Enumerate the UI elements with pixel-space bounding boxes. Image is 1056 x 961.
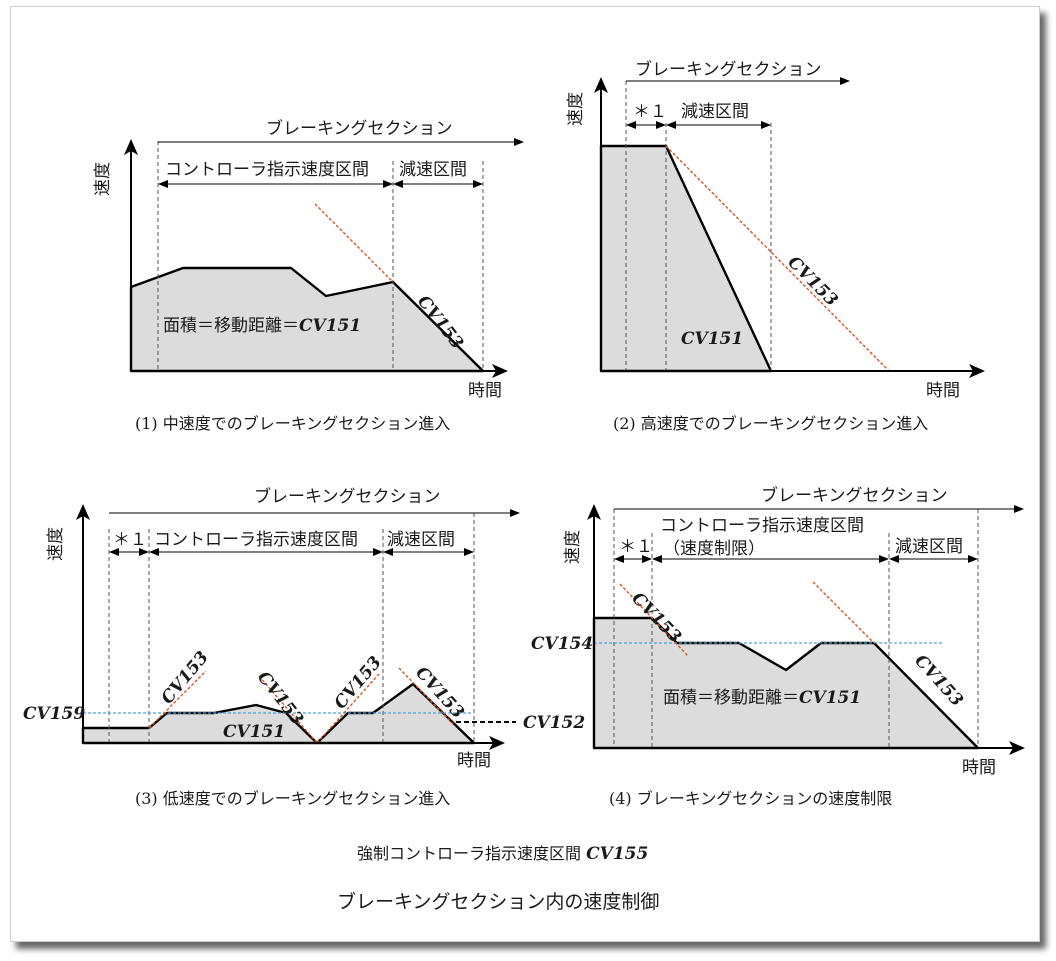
panel4-area-label: 面積＝移動距離＝CV151 [663,688,861,708]
panel4-speed-limit-label: （速度制限） [663,539,765,559]
panel3-star-label: ＊１ [113,530,147,550]
panel-3: 速度 時間 ブレーキングセクション ＊１ コントローラ指示速度区間 減速区間 C… [23,486,585,808]
panel1-x-label: 時間 [468,381,502,401]
panel1-braking-label: ブレーキングセクション [266,118,453,139]
panel3-cv151-label: CV151 [223,722,285,742]
panel4-y-label: 速度 [563,530,583,564]
panel3-braking-label: ブレーキングセクション [254,486,441,507]
panel2-y-label: 速度 [566,92,586,126]
panel3-cv159-label: CV159 [23,704,85,724]
panel3-cv153-label-c: CV153 [331,653,386,714]
panel1-decel-label: 減速区間 [399,160,467,180]
panel-4: 速度 時間 ブレーキングセクション ＊１ コントローラ指示速度区間 （速度制限）… [531,485,1025,808]
panel1-y-label: 速度 [93,162,113,196]
panel3-cv152-label: CV152 [523,713,585,733]
panel2-x-label: 時間 [926,381,960,401]
panel3-decel-label: 減速区間 [387,530,455,550]
panel3-caption: (3) 低速度でのブレーキングセクション進入 [135,789,450,808]
panel3-controller-label: コントローラ指示速度区間 [154,530,358,550]
panel2-star-label: ＊１ [633,102,667,122]
panel3-y-label: 速度 [46,527,66,561]
panel-2: 速度 時間 ブレーキングセクション ＊１ 減速区間 CV151 CV153 (2… [566,59,985,433]
figure-title: ブレーキングセクション内の速度制御 [337,890,659,913]
panel3-x-label: 時間 [457,751,491,771]
panel1-caption: (1) 中速度でのブレーキングセクション進入 [135,414,450,433]
panel3-cv153-label-a: CV153 [158,648,213,709]
panel1-speed-profile [129,266,485,373]
panel1-cv153-extension [314,203,394,283]
panel4-star-label: ＊１ [619,537,653,557]
panel4-braking-label: ブレーキングセクション [761,485,948,506]
panel4-decel-label: 減速区間 [895,537,963,557]
panel4-speed-profile [592,616,980,750]
panel2-cv151-label: CV151 [681,329,743,349]
speed-control-diagram: 速度 時間 ブレーキングセクション コントローラ指示速度区間 減速区間 面積＝移… [23,59,1025,913]
panel2-decel-label: 減速区間 [681,102,749,122]
panel-1: 速度 時間 ブレーキングセクション コントローラ指示速度区間 減速区間 面積＝移… [93,118,524,433]
panel2-braking-label: ブレーキングセクション [635,59,822,80]
panel2-cv153-line [665,145,890,372]
panel4-cv154-label: CV154 [531,634,593,654]
footnote: 強制コントローラ指示速度区間 CV155 [357,844,648,864]
panel1-area-label: 面積＝移動距離＝CV151 [163,316,361,336]
panel4-x-label: 時間 [962,758,996,778]
panel4-caption: (4) ブレーキングセクションの速度制限 [609,789,892,808]
panel1-controller-label: コントローラ指示速度区間 [165,160,369,180]
panel2-cv153-label: CV153 [783,252,841,310]
panel2-caption: (2) 高速度でのブレーキングセクション進入 [613,414,928,433]
panel4-controller-label: コントローラ指示速度区間 [660,516,864,536]
figure-frame: 速度 時間 ブレーキングセクション コントローラ指示速度区間 減速区間 面積＝移… [10,6,1040,942]
